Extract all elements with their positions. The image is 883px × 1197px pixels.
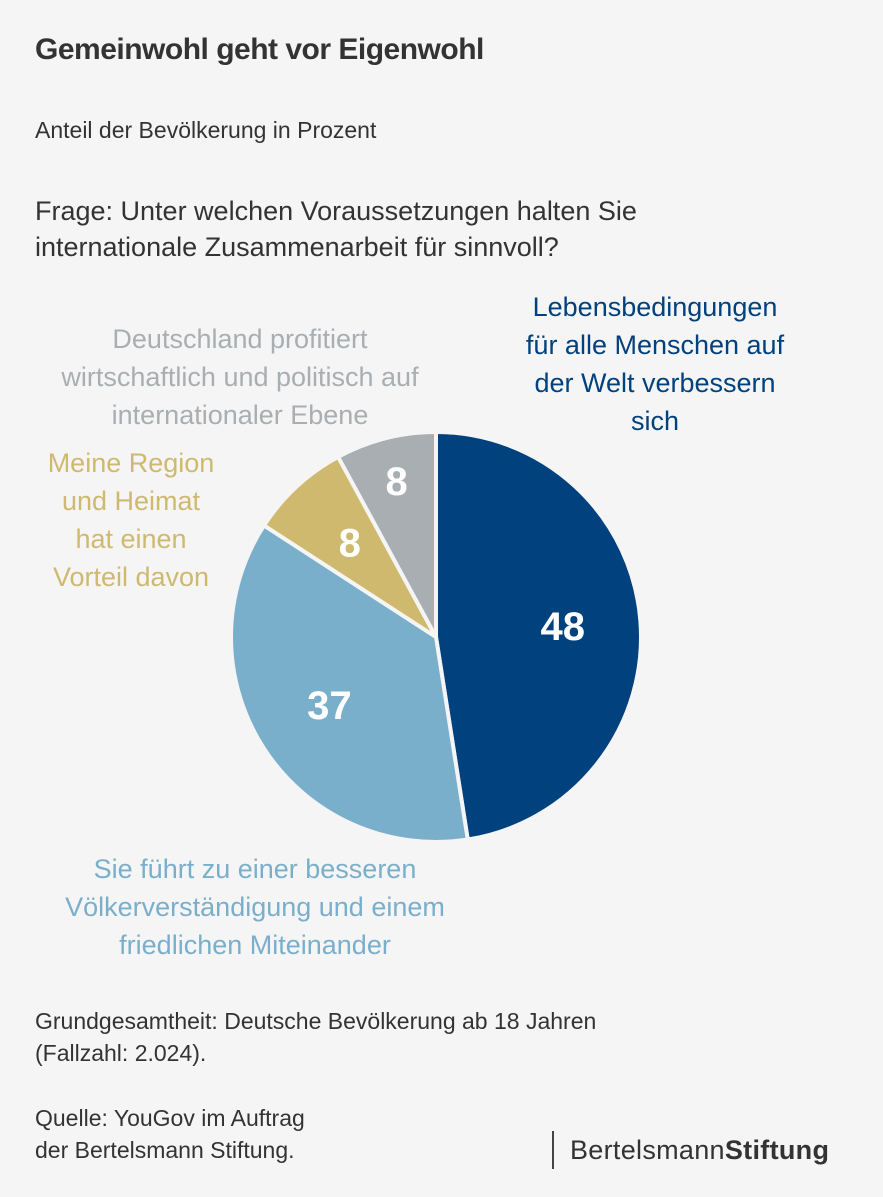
slice-label-line: und Heimat [61,486,201,516]
slice-label-line: Deutschland profitiert [112,324,368,354]
sample-note: Grundgesamtheit: Deutsche Bevölkerung ab… [35,1005,596,1069]
slice-label-line: wirtschaftlich und politisch auf [61,362,419,392]
pie-slice [336,430,438,639]
chart-title: Gemeinwohl geht vor Eigenwohl [35,33,484,66]
logo-light-text: Bertelsmann [570,1135,725,1165]
question-line: internationale Zusammenarbeit für sinnvo… [35,232,559,262]
slice-label-line: der Welt verbessern [534,368,776,398]
slice-label-line: für alle Menschen auf [525,330,785,360]
slice-value-label: 37 [307,684,352,728]
bertelsmann-logo: BertelsmannStiftung [552,1131,829,1169]
source-line: der Bertelsmann Stiftung. [35,1137,295,1163]
logo-bold-text: Stiftung [724,1135,830,1165]
source-line: Quelle: YouGov im Auftrag [35,1105,305,1131]
slice-label-deutschland-profitiert: Deutschland profitiert wirtschaftlich und… [25,320,455,434]
slice-label-line: friedlichen Miteinander [119,930,391,960]
slice-label-line: hat einen [75,524,187,554]
slice-label-line: Sie führt zu einer besseren [93,854,417,884]
slice-label-lebensbedingungen: Lebensbedingungen für alle Menschen auf de… [490,288,820,440]
slice-label-line: Lebensbedingungen [532,292,778,322]
source-note: Quelle: YouGov im Auftrag der Bertelsman… [35,1102,305,1166]
slice-label-line: sich [630,406,679,436]
slice-value-label: 48 [540,605,585,649]
question-line: Frage: Unter welchen Voraussetzungen hal… [35,196,637,226]
slice-value-label: 8 [385,460,407,504]
note-line: (Fallzahl: 2.024). [35,1040,207,1066]
pie-slice [229,523,470,844]
chart-subtitle: Anteil der Bevölkerung in Prozent [35,117,377,143]
pie-slice [434,430,643,842]
slice-label-line: Vorteil davon [52,562,210,592]
slice-label-line: internationaler Ebene [111,400,369,430]
survey-question: Frage: Unter welchen Voraussetzungen hal… [35,193,835,265]
slice-label-line: Meine Region [47,448,215,478]
slice-label-region-heimat: Meine Region und Heimat hat einen Vorteil d… [20,444,242,596]
slice-value-label: 8 [339,522,361,566]
slice-label-line: Völkerverständigung und einem [65,892,445,922]
slice-label-voelkerverstaendigung: Sie führt zu einer besseren Völkerverstän… [30,850,480,964]
note-line: Grundgesamtheit: Deutsche Bevölkerung ab… [35,1008,597,1034]
